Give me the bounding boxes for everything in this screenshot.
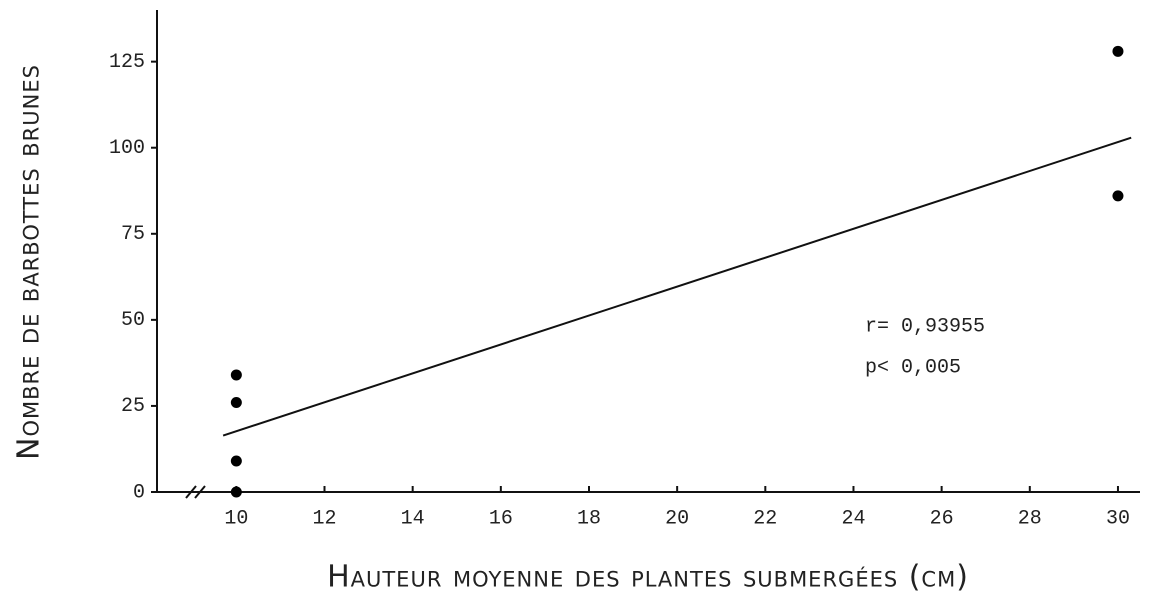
y-axis-label: Nombre de barbottes brunes	[12, 64, 47, 460]
y-tick-label: 125	[109, 51, 145, 74]
x-tick-label: 16	[489, 507, 513, 530]
annotation: p< 0,005	[865, 356, 961, 379]
x-tick-label: 18	[577, 507, 601, 530]
y-tick-label: 75	[121, 223, 145, 246]
x-tick-label: 24	[841, 507, 865, 530]
y-tick-label: 0	[133, 481, 145, 504]
point	[230, 486, 242, 498]
annotation: r= 0,93955	[865, 315, 985, 338]
axis-break	[194, 485, 206, 499]
y-tick-label: 100	[109, 137, 145, 160]
x-axis-label: Hauteur moyenne des plantes submergées (…	[327, 560, 969, 595]
regression-line	[222, 136, 1132, 437]
x-tick-label: 30	[1106, 507, 1130, 530]
y-tick-label: 25	[121, 395, 145, 418]
x-tick-label: 22	[753, 507, 777, 530]
point	[230, 455, 242, 467]
x-tick-label: 12	[312, 507, 336, 530]
x-tick-label: 10	[224, 507, 248, 530]
axis-break	[185, 485, 197, 499]
x-tick-label: 26	[930, 507, 954, 530]
point	[230, 396, 242, 408]
point	[1112, 45, 1124, 57]
x-tick-label: 28	[1018, 507, 1042, 530]
point	[1112, 190, 1124, 202]
point	[230, 369, 242, 381]
x-tick-label: 14	[401, 507, 425, 530]
x-tick-label: 20	[665, 507, 689, 530]
y-tick-label: 50	[121, 309, 145, 332]
